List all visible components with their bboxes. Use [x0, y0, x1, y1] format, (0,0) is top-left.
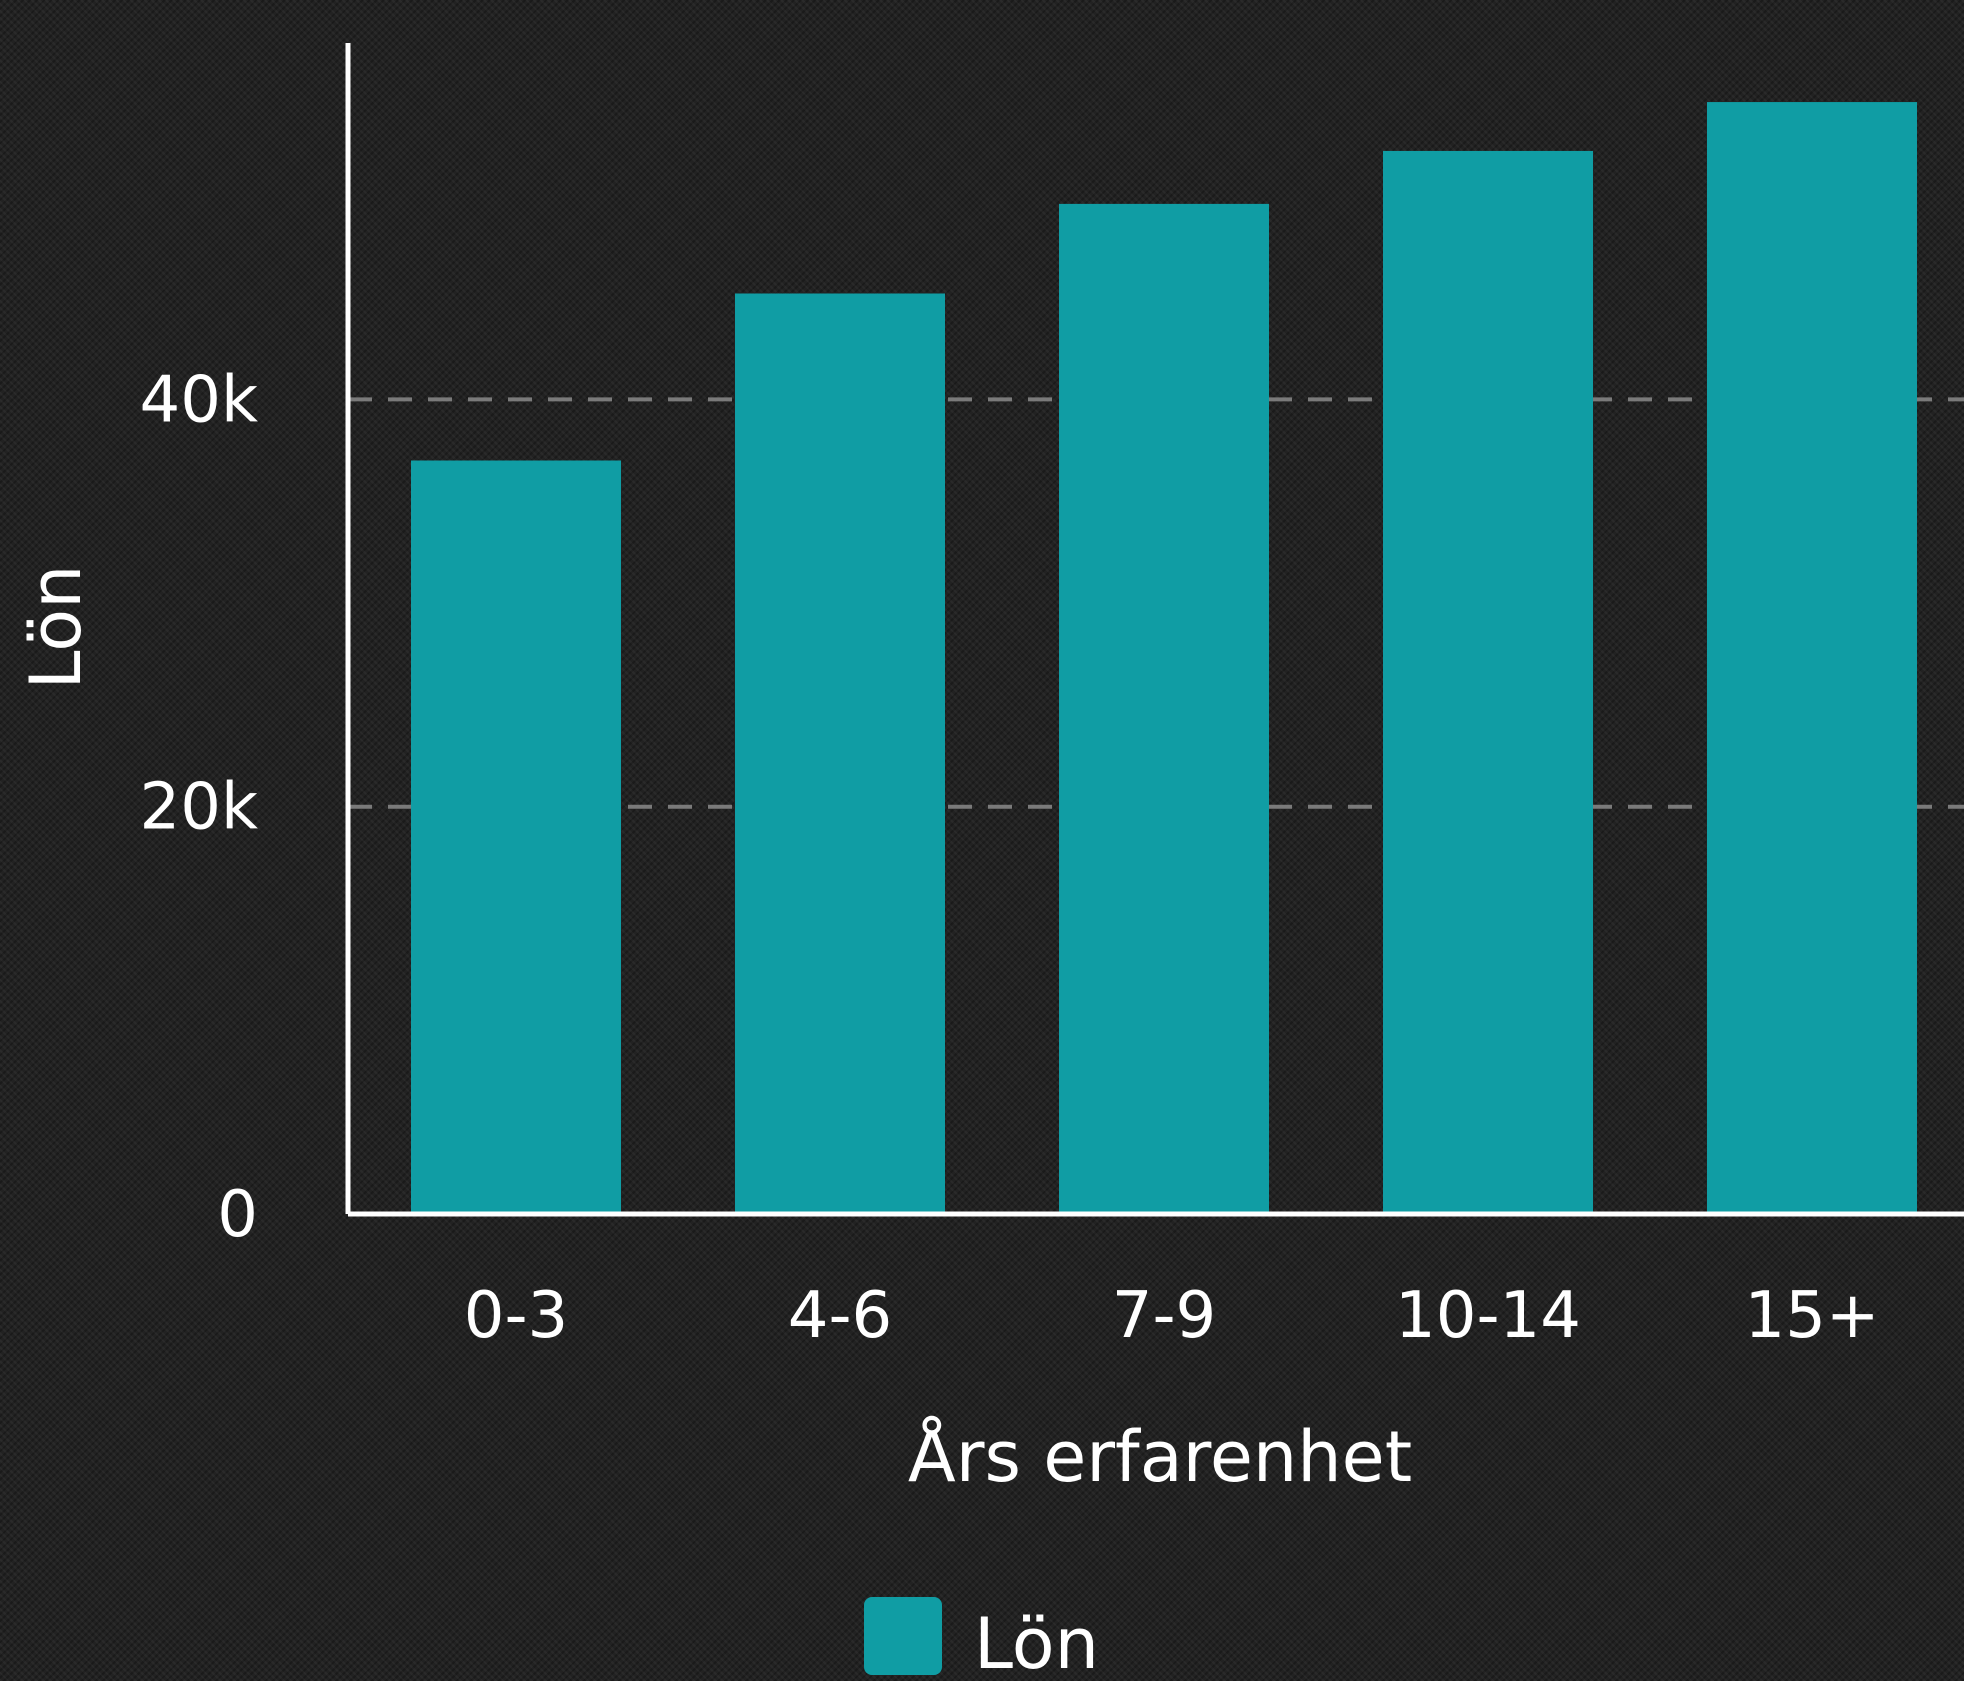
legend-label: Lön [974, 1603, 1099, 1681]
y-tick-labels: 0 20k 40k [140, 363, 259, 1252]
bar [1707, 102, 1917, 1215]
bar [735, 293, 945, 1214]
x-tick-label: 0-3 [464, 1279, 569, 1353]
bar [411, 460, 621, 1215]
bar [1059, 203, 1269, 1214]
y-tick-label: 0 [217, 1178, 258, 1252]
x-axis-title: Års erfarenhet [908, 1416, 1412, 1498]
legend: Lön [864, 1597, 1099, 1681]
bar [1383, 150, 1593, 1214]
x-tick-label: 4-6 [788, 1279, 893, 1353]
x-tick-label: 7-9 [1112, 1279, 1217, 1353]
x-tick-label: 15+ [1744, 1279, 1879, 1353]
legend-swatch [864, 1597, 942, 1675]
x-tick-labels: 0-3 4-6 7-9 10-14 15+ [464, 1279, 1880, 1353]
bars [411, 102, 1917, 1215]
y-axis-title: Lön [15, 565, 97, 690]
y-tick-label: 40k [140, 363, 259, 437]
y-tick-label: 20k [140, 771, 259, 845]
x-tick-label: 10-14 [1395, 1279, 1581, 1353]
